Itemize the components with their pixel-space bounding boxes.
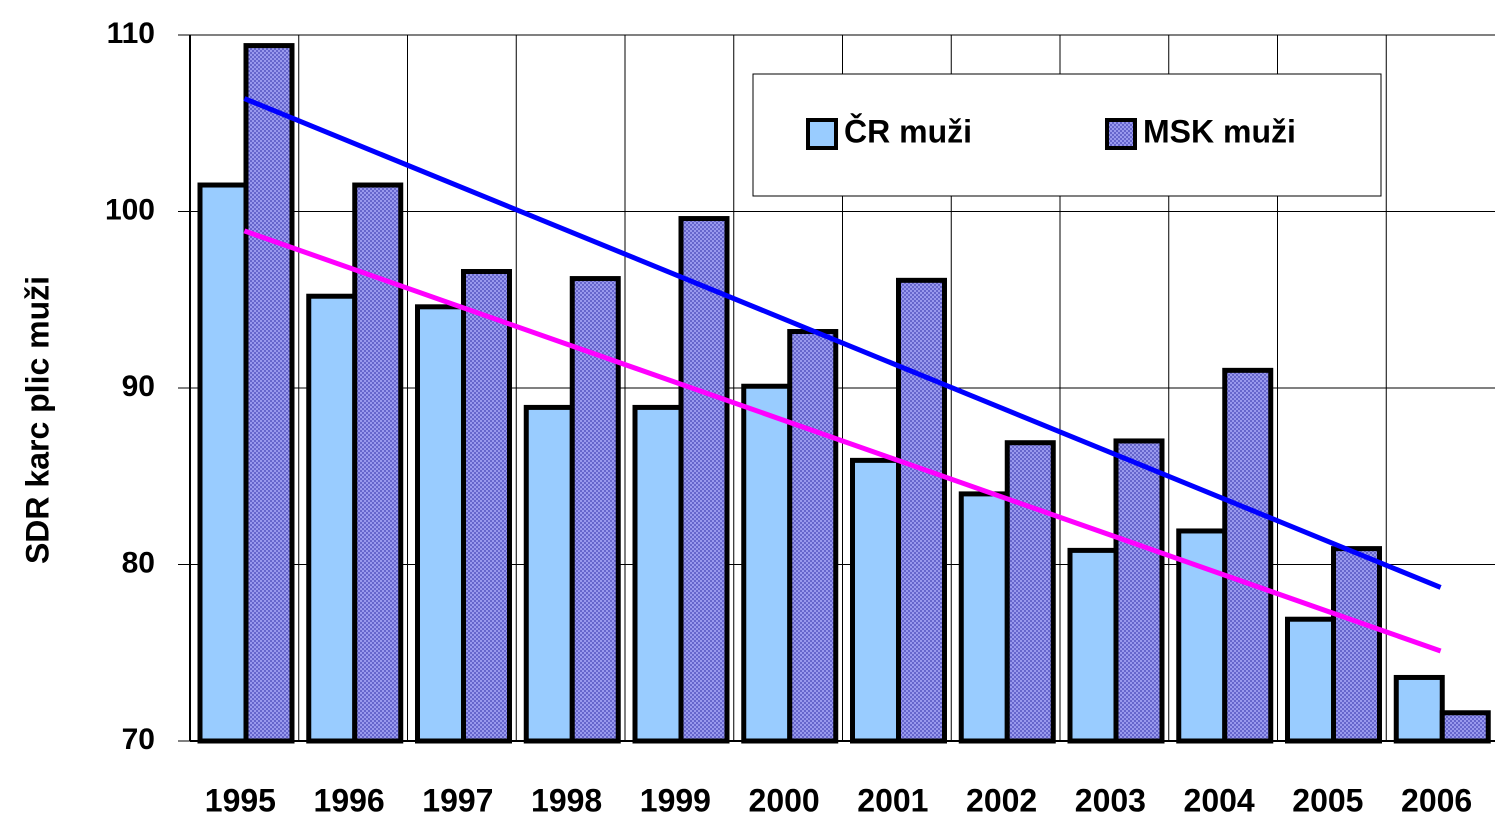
bar [1393, 674, 1445, 744]
bar [306, 293, 358, 744]
y-tick-label: 110 [107, 17, 155, 50]
x-tick-label: 2002 [966, 782, 1037, 818]
x-tick-label: 1995 [205, 782, 276, 818]
bar [1004, 440, 1056, 744]
x-tick-label: 2001 [857, 782, 928, 818]
legend-label: ČR muži [844, 113, 972, 149]
legend-swatch [1105, 118, 1137, 150]
bar [1439, 710, 1491, 744]
y-tick-label: 100 [105, 193, 155, 226]
x-tick-label: 1999 [640, 782, 711, 818]
bar [850, 457, 901, 744]
y-tick-label: 70 [122, 723, 155, 756]
x-tick-label: 1998 [531, 782, 602, 818]
bar [569, 276, 621, 744]
bar [1113, 438, 1165, 744]
x-tick-label: 2004 [1184, 782, 1255, 818]
x-tick-label: 2006 [1401, 782, 1472, 818]
bar [1067, 547, 1119, 744]
bar [461, 269, 512, 744]
bar [1331, 546, 1382, 744]
bar [958, 491, 1010, 744]
bar [741, 383, 793, 744]
x-tick-label: 1997 [422, 782, 493, 818]
y-tick-label: 80 [122, 546, 155, 579]
bar [352, 182, 404, 744]
legend-box [752, 73, 1382, 197]
trend-line [243, 228, 1442, 654]
legend-label: MSK muži [1143, 113, 1296, 149]
legend-swatch [806, 118, 838, 150]
x-tick-label: 2000 [749, 782, 820, 818]
bar [632, 404, 684, 744]
x-tick-label: 1996 [314, 782, 385, 818]
bar [1222, 367, 1274, 744]
bar [896, 277, 947, 744]
bar [678, 216, 730, 744]
y-axis-label: SDR karc plic muži [19, 276, 55, 564]
bar [415, 304, 466, 744]
x-tick-label: 2005 [1292, 782, 1363, 818]
bar [197, 182, 249, 744]
x-tick-label: 2003 [1075, 782, 1146, 818]
bar [243, 43, 295, 744]
bar [787, 329, 839, 744]
trend-line [243, 96, 1442, 590]
bar [523, 404, 575, 744]
bar [1285, 616, 1336, 744]
y-tick-label: 90 [122, 370, 155, 403]
